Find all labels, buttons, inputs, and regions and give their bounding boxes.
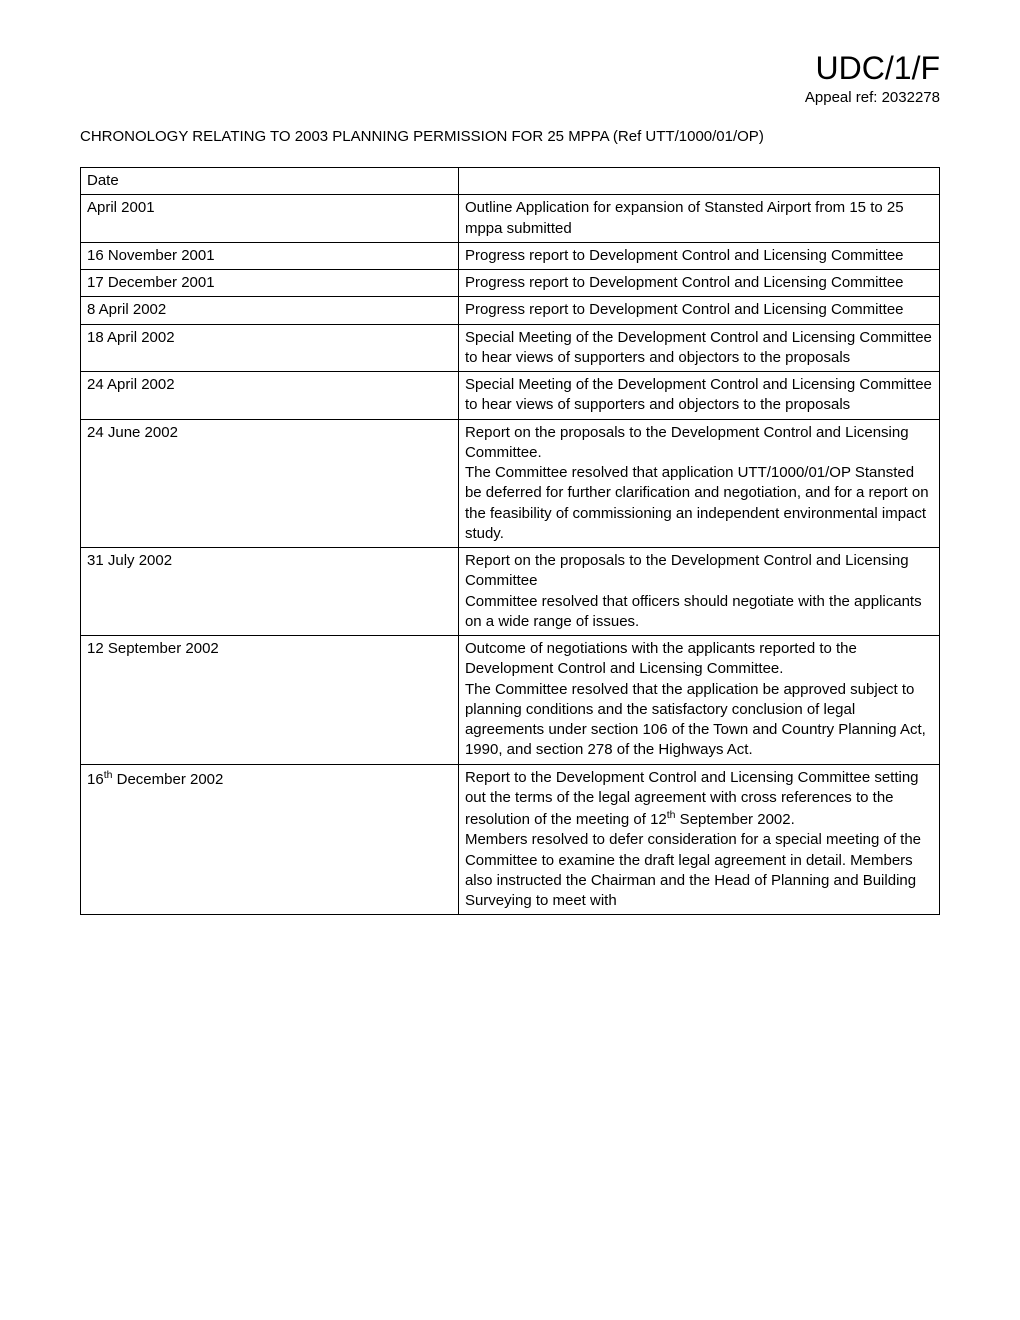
document-title: CHRONOLOGY RELATING TO 2003 PLANNING PER… — [80, 126, 940, 147]
table-row: 12 September 2002 Outcome of negotiation… — [81, 636, 940, 765]
date-cell: 24 June 2002 — [81, 419, 459, 548]
desc-cell: Special Meeting of the Development Contr… — [458, 324, 939, 372]
date-cell: 8 April 2002 — [81, 297, 459, 324]
header-desc — [458, 168, 939, 195]
date-cell: 16th December 2002 — [81, 764, 459, 915]
header-date: Date — [81, 168, 459, 195]
date-cell: 31 July 2002 — [81, 548, 459, 636]
desc-cell: Report on the proposals to the Developme… — [458, 548, 939, 636]
table-row: April 2001 Outline Application for expan… — [81, 195, 940, 243]
desc-cell: Progress report to Development Control a… — [458, 270, 939, 297]
desc-cell: Outline Application for expansion of Sta… — [458, 195, 939, 243]
desc-cell: Special Meeting of the Development Contr… — [458, 372, 939, 420]
table-row: 17 December 2001 Progress report to Deve… — [81, 270, 940, 297]
desc-cell: Report to the Development Control and Li… — [458, 764, 939, 915]
desc-cell: Report on the proposals to the Developme… — [458, 419, 939, 548]
date-cell: April 2001 — [81, 195, 459, 243]
appeal-reference: Appeal ref: 2032278 — [80, 89, 940, 106]
date-cell: 24 April 2002 — [81, 372, 459, 420]
desc-cell: Progress report to Development Control a… — [458, 297, 939, 324]
table-row: 31 July 2002 Report on the proposals to … — [81, 548, 940, 636]
table-row: 24 April 2002 Special Meeting of the Dev… — [81, 372, 940, 420]
document-code: UDC/1/F — [80, 50, 940, 87]
chronology-table: Date April 2001 Outline Application for … — [80, 167, 940, 915]
table-row: 16 November 2001 Progress report to Deve… — [81, 242, 940, 269]
table-row: 16th December 2002 Report to the Develop… — [81, 764, 940, 915]
table-row: 24 June 2002 Report on the proposals to … — [81, 419, 940, 548]
table-row: 18 April 2002 Special Meeting of the Dev… — [81, 324, 940, 372]
date-cell: 12 September 2002 — [81, 636, 459, 765]
desc-cell: Outcome of negotiations with the applica… — [458, 636, 939, 765]
table-header-row: Date — [81, 168, 940, 195]
date-cell: 17 December 2001 — [81, 270, 459, 297]
date-cell: 18 April 2002 — [81, 324, 459, 372]
table-row: 8 April 2002 Progress report to Developm… — [81, 297, 940, 324]
desc-cell: Progress report to Development Control a… — [458, 242, 939, 269]
date-cell: 16 November 2001 — [81, 242, 459, 269]
